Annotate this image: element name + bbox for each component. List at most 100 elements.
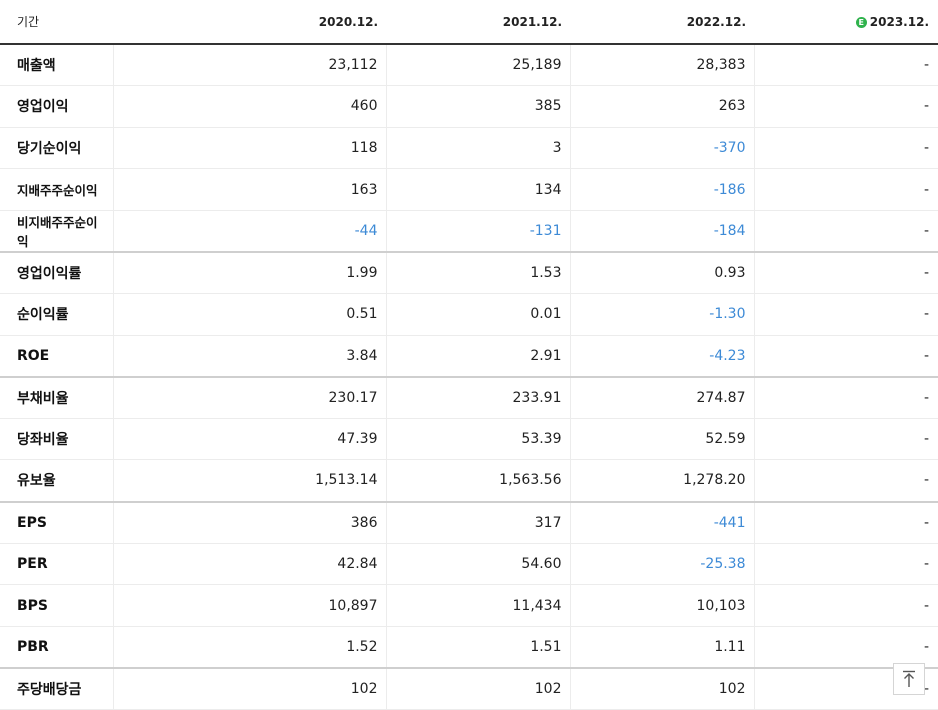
period-2022: 2022.12.: [570, 0, 754, 45]
table-row: 영업이익률 1.99 1.53 0.93-: [0, 251, 938, 295]
row-label: 당기순이익: [0, 127, 113, 170]
cell-value: -: [753, 210, 938, 253]
cell-value: 3.84: [112, 335, 386, 378]
cell-value: 53.39: [385, 418, 570, 461]
cell-value: -184: [569, 210, 754, 253]
table-row: 순이익률 0.51 0.01 -1.30-: [0, 293, 938, 336]
cell-value: -: [753, 543, 938, 586]
cell-value: -131: [385, 210, 570, 253]
cell-value: 102: [385, 667, 570, 710]
cell-value: 233.91: [385, 376, 570, 419]
cell-value: -: [753, 626, 938, 669]
cell-value: 1,513.14: [112, 459, 386, 503]
cell-value: -: [753, 376, 938, 419]
cell-value: -186: [569, 168, 754, 211]
cell-value: 10,897: [112, 584, 386, 627]
cell-value: 102: [569, 667, 754, 710]
header-row: 기간 2020.12. 2021.12. 2022.12. E 2023.12.: [0, 0, 938, 45]
table-row: PER 42.84 54.60 -25.38-: [0, 543, 938, 586]
period-label: 기간: [0, 0, 113, 45]
cell-value: 10,103: [569, 584, 754, 627]
cell-value: 54.60: [385, 543, 570, 586]
table-row: BPS 10,897 11,434 10,103-: [0, 584, 938, 627]
estimate-icon: E: [855, 16, 867, 28]
cell-value: 230.17: [112, 376, 386, 419]
cell-value: -: [753, 168, 938, 211]
cell-value: -: [753, 251, 938, 295]
table-row: 영업이익 460 385 263-: [0, 85, 938, 128]
table-row: 매출액 23,112 25,189 28,383-: [0, 44, 938, 87]
cell-value: 1.51: [385, 626, 570, 669]
cell-value: 118: [112, 127, 386, 170]
period-2021: 2021.12.: [386, 0, 570, 45]
table-row: 당기순이익 118 3 -370-: [0, 127, 938, 170]
cell-value: 274.87: [569, 376, 754, 419]
scroll-top-button[interactable]: [893, 663, 925, 695]
row-label: 부채비율: [0, 376, 113, 419]
cell-value: 52.59: [569, 418, 754, 461]
cell-value: 3: [385, 127, 570, 170]
table-row: 비지배주주순이익 -44 -131 -184-: [0, 210, 938, 253]
arrow-up-icon: [903, 670, 915, 687]
row-label: 당좌비율: [0, 418, 113, 461]
cell-value: -: [753, 127, 938, 170]
cell-value: -: [753, 584, 938, 627]
cell-value: 1.11: [569, 626, 754, 669]
cell-value: -44: [112, 210, 386, 253]
cell-value: 1.99: [112, 251, 386, 295]
row-label: 매출액: [0, 44, 113, 87]
row-label: 유보율: [0, 459, 113, 503]
cell-value: 0.51: [112, 293, 386, 336]
period-2023: E 2023.12.: [754, 0, 938, 45]
cell-value: -25.38: [569, 543, 754, 586]
cell-value: 0.01: [385, 293, 570, 336]
cell-value: 1.52: [112, 626, 386, 669]
cell-value: -: [753, 459, 938, 503]
row-label: 영업이익: [0, 85, 113, 128]
row-label: BPS: [0, 584, 113, 627]
cell-value: 163: [112, 168, 386, 211]
cell-value: -: [753, 44, 938, 87]
table-row: ROE 3.84 2.91 -4.23-: [0, 335, 938, 378]
row-label: 주당배당금: [0, 667, 113, 710]
table-row: 부채비율 230.17 233.91 274.87-: [0, 376, 938, 419]
cell-value: 263: [569, 85, 754, 128]
cell-value: 28,383: [569, 44, 754, 87]
cell-value: -: [753, 501, 938, 544]
table-row: 지배주주순이익 163 134 -186-: [0, 168, 938, 211]
cell-value: -4.23: [569, 335, 754, 378]
row-label: PBR: [0, 626, 113, 669]
cell-value: -: [753, 335, 938, 378]
cell-value: -: [753, 85, 938, 128]
cell-value: -441: [569, 501, 754, 544]
cell-value: 1,278.20: [569, 459, 754, 503]
period-2023-label: 2023.12.: [869, 14, 929, 29]
table-row: EPS 386 317 -441-: [0, 501, 938, 544]
row-label: EPS: [0, 501, 113, 544]
cell-value: 25,189: [385, 44, 570, 87]
cell-value: 460: [112, 85, 386, 128]
row-label: 영업이익률: [0, 251, 113, 295]
row-label: 순이익률: [0, 293, 113, 336]
cell-value: 1,563.56: [385, 459, 570, 503]
cell-value: 317: [385, 501, 570, 544]
cell-value: 386: [112, 501, 386, 544]
row-label: 비지배주주순이익: [0, 210, 113, 253]
cell-value: 0.93: [569, 251, 754, 295]
row-label: ROE: [0, 335, 113, 378]
table-row: 당좌비율 47.39 53.39 52.59-: [0, 418, 938, 461]
cell-value: 134: [385, 168, 570, 211]
period-2020: 2020.12.: [113, 0, 386, 45]
cell-value: 23,112: [112, 44, 386, 87]
row-label: PER: [0, 543, 113, 586]
cell-value: 385: [385, 85, 570, 128]
cell-value: -: [753, 418, 938, 461]
cell-value: 47.39: [112, 418, 386, 461]
cell-value: -: [753, 293, 938, 336]
cell-value: -370: [569, 127, 754, 170]
table-row: 유보율 1,513.14 1,563.56 1,278.20-: [0, 459, 938, 503]
cell-value: 2.91: [385, 335, 570, 378]
cell-value: 42.84: [112, 543, 386, 586]
table-row: 주당배당금 102 102 102-: [0, 667, 938, 710]
